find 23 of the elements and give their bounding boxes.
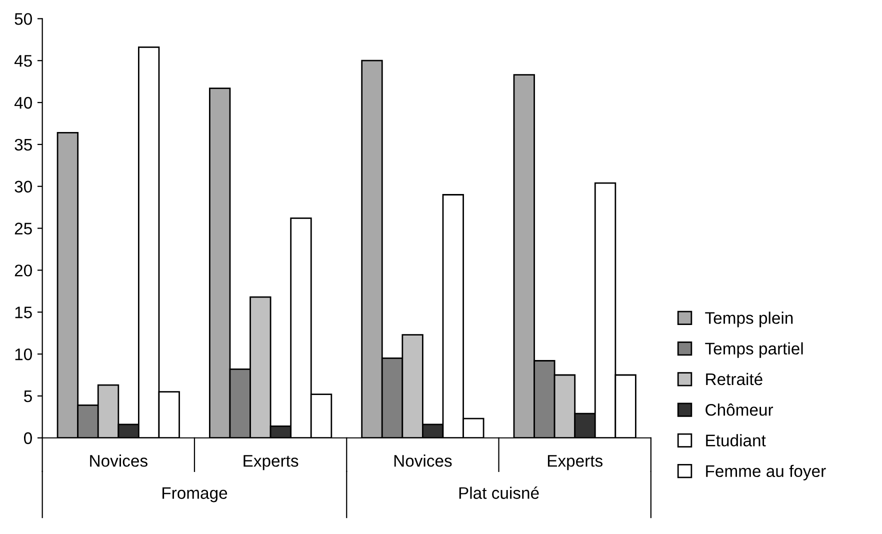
y-tick-label: 25 [14, 222, 32, 234]
legend-label: Temps plein [705, 312, 793, 328]
x-tick-label: Experts [244, 455, 298, 470]
y-tick-label: 10 [15, 348, 32, 360]
y-tick-label: 0 [24, 432, 32, 444]
text: Fromage [162, 487, 228, 502]
y-tick-label: 15 [15, 306, 32, 318]
y-tick-label: 50 [14, 13, 32, 25]
y-tick-label: 20 [14, 264, 32, 276]
x-tick-label: Experts [548, 455, 602, 470]
y-tick-label: 30 [14, 180, 32, 193]
y-tick-label: 35 [14, 138, 32, 151]
x-tick-label: Novices [394, 454, 452, 467]
legend-label: Etudiant [706, 434, 766, 446]
text: Plat cuisné [459, 486, 539, 499]
legend-label: Temps partiel [705, 342, 803, 358]
legend-label: Chômeur [706, 403, 774, 416]
legend-label: Femme au foyer [706, 464, 826, 480]
y-tick-label: 5 [24, 390, 32, 402]
y-tick-label: 40 [14, 96, 32, 109]
y-tick-label: 45 [14, 55, 32, 67]
legend-label: Retraité [706, 372, 762, 386]
x-tick-label: Novices [90, 454, 148, 467]
